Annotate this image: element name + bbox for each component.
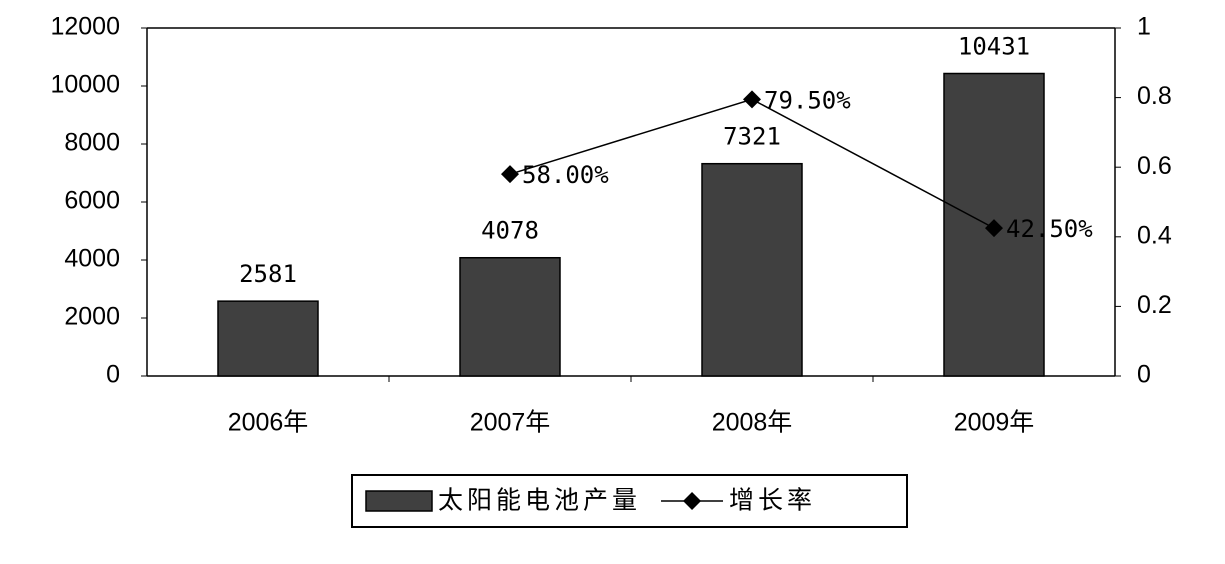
y2-tick-label: 0.8 <box>1137 82 1172 110</box>
data-label: 2581 <box>239 260 297 288</box>
data-label: 7321 <box>723 123 781 151</box>
data-label: 10431 <box>958 33 1030 61</box>
marker <box>743 90 761 109</box>
data-label: 42.50% <box>1006 215 1093 243</box>
y2-tick-label: 0.2 <box>1137 291 1172 319</box>
data-label: 79.50% <box>764 86 851 114</box>
y2-tick-label: 1 <box>1137 13 1151 41</box>
y-tick-label: 4000 <box>64 245 120 273</box>
marker <box>501 165 519 184</box>
legend-marker <box>683 492 702 510</box>
bar <box>701 162 803 377</box>
x-tick-label: 2008年 <box>712 409 793 437</box>
y-tick-label: 2000 <box>64 303 120 331</box>
legend-box <box>351 474 908 528</box>
data-label: 58.00% <box>522 161 609 189</box>
legend-swatch <box>365 490 433 512</box>
marker <box>985 219 1003 238</box>
x-tick-label: 2006年 <box>228 409 309 437</box>
y-tick-label: 12000 <box>50 13 120 41</box>
y2-tick-label: 0 <box>1137 361 1151 389</box>
legend-label: 太阳能电池产量 <box>438 487 641 515</box>
x-tick-label: 2007年 <box>470 409 551 437</box>
y-tick-label: 6000 <box>64 187 120 215</box>
x-tick-label: 2009年 <box>954 409 1035 437</box>
data-label: 4078 <box>481 217 539 245</box>
y-tick-label: 0 <box>106 361 120 389</box>
y-tick-label: 10000 <box>50 71 120 99</box>
legend-label: 增长率 <box>729 487 816 515</box>
y2-tick-label: 0.6 <box>1137 152 1172 180</box>
y2-tick-label: 0.4 <box>1137 221 1172 249</box>
y-tick-label: 8000 <box>64 129 120 157</box>
bar <box>217 300 319 377</box>
bar <box>459 256 561 377</box>
